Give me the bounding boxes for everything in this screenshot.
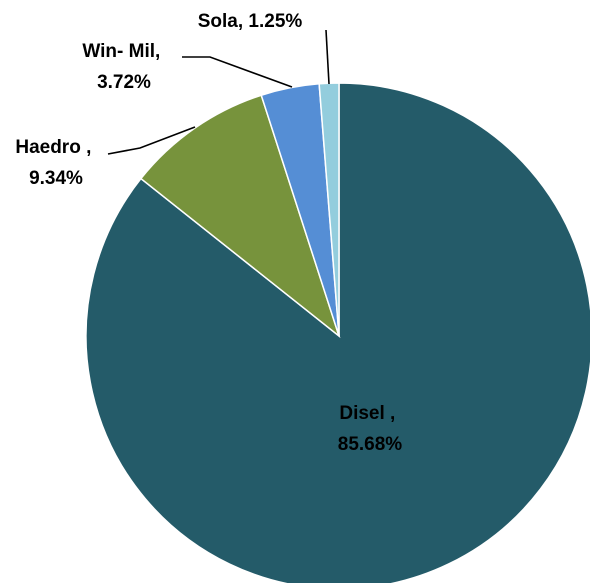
pie-slices — [85, 82, 590, 583]
data-label-sola: Sola, 1.25% — [198, 11, 303, 32]
data-labels: Disel , 85.68% Haedro , 9.34% Win- Mil, … — [15, 11, 402, 455]
leader-line-haedro — [107, 126, 196, 155]
pie-slice-disel — [85, 82, 590, 583]
leader-lines — [107, 29, 330, 155]
data-label-win-mil-value: 3.72% — [97, 72, 151, 93]
leader-line-sola — [325, 29, 330, 85]
data-label-sola-name: Sola, 1.25% — [198, 11, 303, 32]
leader-line-win-mil — [182, 56, 293, 88]
data-label-disel-value: 85.68% — [338, 434, 403, 455]
data-label-win-mil: Win- Mil, 3.72% — [82, 41, 165, 93]
data-label-haedro-value: 9.34% — [29, 168, 83, 189]
data-label-haedro: Haedro , 9.34% — [15, 137, 96, 189]
data-label-win-mil-name: Win- Mil, — [82, 41, 160, 62]
data-label-disel-name: Disel , — [339, 403, 395, 424]
data-label-haedro-name: Haedro , — [15, 137, 91, 158]
data-label-disel: Disel , 85.68% — [338, 403, 403, 455]
pie-slice-haedro — [139, 94, 341, 339]
